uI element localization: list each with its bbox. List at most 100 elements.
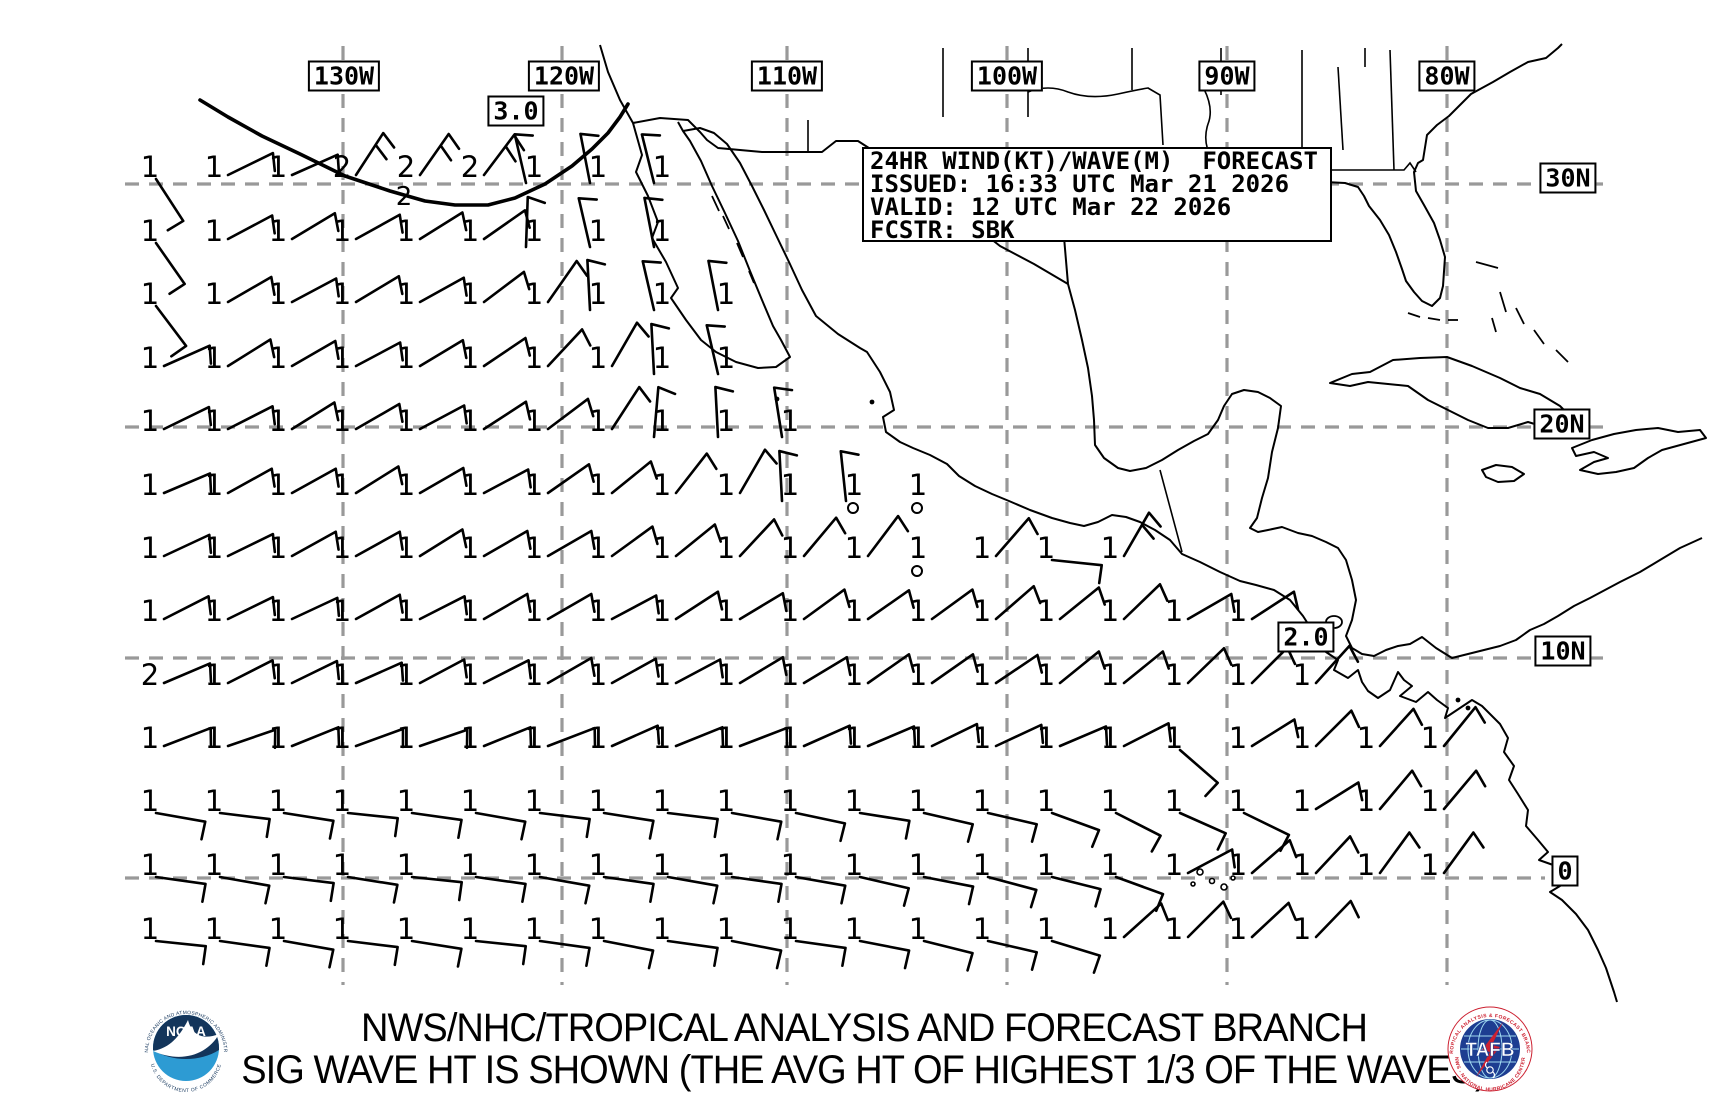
wave-height-value: 1 (781, 658, 799, 692)
wave-height-value: 1 (845, 784, 863, 818)
wind-barb-icon (418, 728, 469, 750)
wind-station: 1 (714, 385, 735, 439)
wave-height-value: 1 (1229, 784, 1247, 818)
wind-station: 1 (653, 721, 725, 755)
wave-height-value: 1 (525, 784, 543, 818)
wind-barb-icon (290, 530, 340, 558)
wind-station: 1 (909, 531, 927, 577)
forecast-valid: VALID: 12 UTC Mar 22 2026 (870, 193, 1232, 221)
wave-height-value: 1 (205, 277, 223, 311)
wave-height-value: 1 (397, 848, 415, 882)
wind-barb-icon (354, 593, 404, 621)
galapagos-island (1230, 875, 1236, 881)
wind-barb-icon (714, 385, 735, 439)
wave-height-value: 1 (589, 848, 607, 882)
wind-barb-icon (839, 449, 860, 503)
wind-station: 1 (525, 721, 597, 755)
wave-height-value: 1 (717, 912, 735, 946)
wind-station: 1 (641, 259, 671, 312)
wind-station: 1 (1101, 784, 1162, 853)
wave-height-value: 1 (269, 277, 287, 311)
wind-station: 1 (397, 276, 468, 311)
wave-height-value: 1 (1293, 912, 1311, 946)
wind-barb-icon (482, 468, 532, 495)
border-line (1027, 87, 1164, 146)
wind-barb-icon (640, 133, 662, 185)
islet-path (1427, 317, 1441, 321)
wave-height-value: 1 (973, 912, 991, 946)
wind-barb-icon (546, 463, 595, 495)
wind-station: 1 (839, 449, 863, 514)
coastline-path (1481, 464, 1525, 483)
wind-barb-icon (354, 661, 405, 685)
wave-height-value: 1 (525, 468, 543, 502)
wind-station: 1 (269, 339, 340, 375)
wind-station: 1 (1357, 831, 1421, 882)
wave-height-value: 1 (845, 531, 863, 565)
wind-station: 1 (1421, 705, 1487, 755)
wind-barb-icon (1178, 811, 1227, 851)
wind-barb-icon (610, 385, 652, 431)
wave-height-value: 1 (461, 721, 479, 755)
wave-height-value: 1 (141, 150, 159, 184)
wave-height-value: 1 (333, 531, 351, 565)
galapagos-island (1208, 877, 1216, 885)
wind-station: 1 (333, 465, 404, 502)
wind-barb-icon (1314, 835, 1360, 875)
wave-height-value: 1 (333, 912, 351, 946)
wind-station: 1 (589, 525, 659, 565)
wave-height-value: 1 (141, 277, 159, 311)
wind-station: 1 (579, 132, 607, 185)
wind-barb-icon (482, 133, 526, 177)
wind-station: 1 (525, 328, 592, 375)
wind-barb-icon (354, 727, 405, 749)
wave-height-value: 1 (781, 531, 799, 565)
wind-barb-icon (162, 472, 213, 495)
wave-height-value: 1 (333, 848, 351, 882)
wave-height-value: 1 (269, 468, 287, 502)
longitude-label-120w: 120W (527, 60, 601, 92)
wave-height-value: 1 (1101, 531, 1119, 565)
wind-barb-icon (666, 939, 719, 967)
wind-station: 1 (269, 530, 340, 565)
wave-height-value: 1 (205, 594, 223, 628)
wind-barb-icon (1114, 811, 1162, 853)
wind-station: 1 (461, 658, 533, 692)
wind-barb-icon (1250, 590, 1300, 621)
wave-height-value: 1 (589, 341, 607, 375)
wind-station: 1 (461, 270, 531, 311)
wind-station: 1 (141, 594, 213, 628)
wind-station: 1 (1165, 646, 1233, 692)
wave-height-value: 1 (973, 658, 991, 692)
wind-barb-icon (1442, 831, 1485, 875)
wave-height-value: 1 (1293, 658, 1311, 692)
wind-station: 1 (909, 784, 975, 843)
wind-barb-icon (354, 530, 404, 558)
wind-station: 1 (1421, 769, 1487, 818)
wind-barb-icon (290, 659, 341, 685)
wind-station: 1 (717, 448, 778, 502)
wind-station: 1 (1101, 902, 1170, 946)
wave-height-value: 1 (717, 341, 735, 375)
wind-station: 1 (1229, 590, 1300, 628)
wind-station: 1 (717, 655, 788, 692)
wave-height-value: 1 (973, 784, 991, 818)
wave-height-value: 1 (653, 721, 671, 755)
wind-barb-icon (418, 528, 468, 558)
wave-height-value: 1 (1101, 721, 1119, 755)
wind-station: 1 (461, 400, 532, 438)
latitude-label-10n: 10N (1534, 635, 1592, 667)
wind-barb-icon (354, 402, 404, 431)
wave-height-value: 1 (141, 341, 159, 375)
wave-height-value: 1 (397, 658, 415, 692)
wave-height-value: 1 (461, 658, 479, 692)
wind-barb-icon (738, 518, 784, 558)
wind-barb-icon (643, 196, 664, 249)
wind-station: 1 (513, 132, 543, 185)
wave-height-value: 1 (1165, 594, 1183, 628)
wind-station: 1 (653, 658, 724, 692)
wind-barb-icon (858, 939, 911, 970)
wind-station: 1 (397, 848, 464, 902)
wind-barb-icon (610, 724, 661, 748)
wind-station: 1 (269, 277, 340, 311)
